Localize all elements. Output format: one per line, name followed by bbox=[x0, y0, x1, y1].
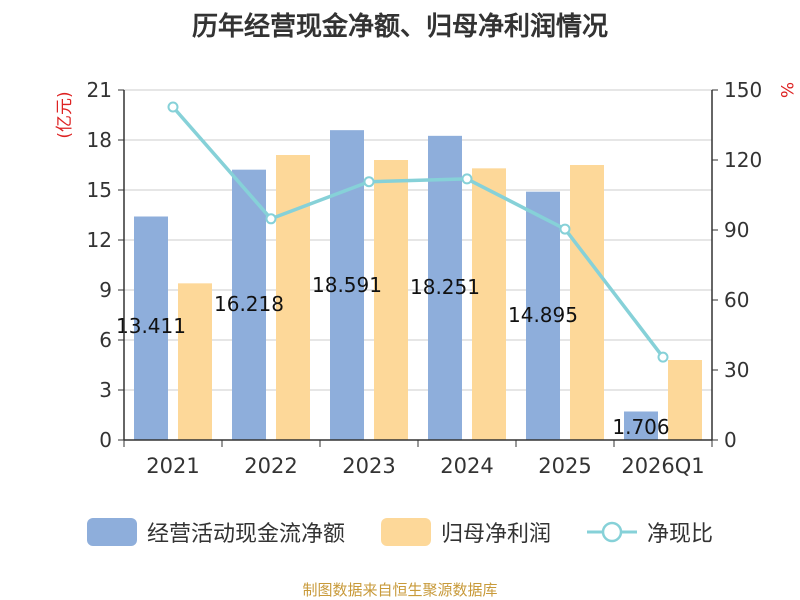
gridlines bbox=[124, 89, 712, 441]
y-right-tick-label: 30 bbox=[724, 358, 749, 382]
legend: 经营活动现金流净额 归母净利润 净现比 bbox=[0, 516, 800, 548]
legend-label-profit: 归母净利润 bbox=[440, 522, 551, 547]
cashflow-data-label: 18.251 bbox=[410, 275, 480, 299]
y-left-tick-label: 12 bbox=[87, 228, 112, 252]
legend-item-cashflow[interactable]: 经营活动现金流净额 bbox=[86, 516, 345, 548]
ratio-point bbox=[559, 223, 571, 235]
cashflow-data-label: 16.218 bbox=[214, 292, 284, 316]
legend-label-ratio: 净现比 bbox=[647, 522, 714, 547]
cashflow-bar bbox=[624, 411, 658, 440]
y-right-tick-label: 90 bbox=[724, 218, 749, 242]
x-tick-label: 2022 bbox=[244, 454, 297, 478]
bar-series bbox=[134, 130, 702, 441]
y-left-tick-label: 3 bbox=[99, 378, 112, 402]
y-right-tick-label: 60 bbox=[724, 288, 749, 312]
cashflow-data-label: 1.706 bbox=[612, 415, 669, 439]
ratio-point bbox=[657, 351, 669, 363]
y-right-tick-label: 120 bbox=[724, 148, 762, 172]
ratio-point bbox=[461, 173, 473, 185]
y-left-axis-title: (亿元) bbox=[55, 91, 75, 138]
x-tick-label: 2026Q1 bbox=[621, 454, 704, 478]
y-right-tick-label: 0 bbox=[724, 428, 737, 452]
legend-item-profit[interactable]: 归母净利润 bbox=[380, 516, 551, 548]
y-left-tick-label: 15 bbox=[87, 178, 112, 202]
cashflow-swatch bbox=[86, 518, 137, 546]
y-left-tick-label: 21 bbox=[87, 78, 112, 102]
profit-bar bbox=[178, 283, 212, 440]
data-source-note: 制图数据来自恒生聚源数据库 bbox=[302, 581, 498, 599]
cashflow-data-label: 14.895 bbox=[508, 303, 578, 327]
cashflow-bar bbox=[428, 135, 462, 441]
cashflow-data-label: 18.591 bbox=[312, 273, 382, 297]
profit-swatch bbox=[380, 518, 431, 546]
data-labels: 13.411 16.218 18.591 18.251 14.895 1.706 bbox=[116, 273, 670, 439]
legend-item-ratio[interactable]: 净现比 bbox=[587, 516, 713, 548]
cashflow-bar bbox=[134, 216, 168, 440]
profit-bar bbox=[472, 168, 506, 441]
profit-bar bbox=[276, 155, 310, 440]
x-tick-label: 2024 bbox=[440, 454, 493, 478]
profit-bar bbox=[668, 360, 702, 440]
y-right-tick-label: 150 bbox=[724, 78, 762, 102]
ratio-point bbox=[363, 176, 375, 188]
x-tick-label: 2025 bbox=[538, 454, 591, 478]
x-tick-label: 2021 bbox=[146, 454, 199, 478]
cashflow-bar bbox=[330, 130, 364, 440]
x-tick-label: 2023 bbox=[342, 454, 395, 478]
y-left-tick-label: 0 bbox=[99, 428, 112, 452]
ratio-point bbox=[265, 213, 277, 225]
profit-bar bbox=[374, 160, 408, 440]
cashflow-bar bbox=[526, 191, 560, 440]
y-right-axis-title: % bbox=[776, 82, 796, 98]
y-left-tick-label: 18 bbox=[87, 128, 112, 152]
axes: 0 3 6 9 12 15 18 21 0 30 60 90 120 150 (亿元)% 2021 2022 20… bbox=[55, 78, 796, 478]
chart-title: 历年经营现金净额、归母净利润情况 bbox=[191, 12, 608, 42]
profit-bar bbox=[570, 165, 604, 440]
y-left-tick-label: 9 bbox=[99, 278, 112, 302]
ratio-line-swatch bbox=[587, 521, 637, 543]
ratio-point bbox=[167, 101, 179, 113]
ratio-line-series bbox=[167, 101, 669, 363]
legend-label-cashflow: 经营活动现金流净额 bbox=[146, 522, 345, 547]
y-left-tick-label: 6 bbox=[99, 328, 112, 352]
cashflow-data-label: 13.411 bbox=[116, 314, 186, 338]
cashflow-bar bbox=[232, 169, 266, 440]
ratio-line bbox=[171, 105, 665, 359]
